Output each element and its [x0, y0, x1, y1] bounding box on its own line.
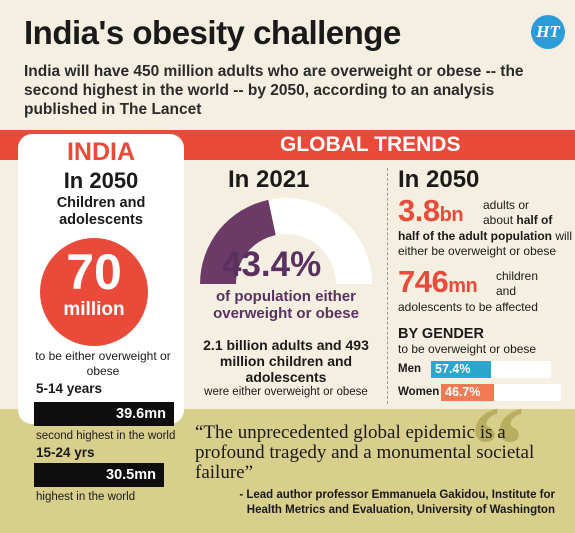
adults-2050-unit: bn [439, 204, 464, 226]
heading-2021: In 2021 [228, 166, 310, 193]
stat-2021-note: were either overweight or obese [204, 386, 368, 398]
gender-heading: BY GENDER [398, 326, 484, 342]
gender-label-women: Women [398, 386, 440, 398]
children-2050-number: 746mn [398, 264, 478, 300]
gender-label-men: Men [398, 363, 421, 375]
adults-2050-text-4: either be overweight or obese [398, 244, 557, 258]
children-2050-text-2: and [496, 284, 517, 298]
adults-2050-text-1: adults or [483, 198, 530, 212]
adults-2050-text-line: about half of [483, 213, 573, 228]
india-group: Children and adolescents [56, 195, 146, 228]
india-year: In 2050 [63, 168, 139, 193]
adults-2050-text-bold-1: half of [516, 213, 553, 227]
percent-2021-caption: of population either overweight or obese [213, 288, 359, 322]
stat-2021: 2.1 billion adults and 493 million child… [203, 337, 369, 385]
page-subtitle: India will have 450 million adults who a… [24, 63, 524, 118]
age-group-note-1: second highest in the world [36, 430, 176, 442]
adults-2050-number: 3.8bn [398, 193, 464, 229]
population-gauge [200, 198, 372, 284]
children-2050-unit: mn [448, 275, 478, 297]
gender-subheading: to be overweight or obese [398, 342, 537, 356]
heading-2050: In 2050 [398, 166, 480, 193]
adults-2050-text-bold: half of the adult population [398, 229, 552, 243]
gender-bar-men: 57.4% [431, 361, 491, 378]
children-2050-text-1: children [496, 269, 539, 283]
adults-2050-text-3: will [555, 229, 572, 243]
india-big-number: 70 [66, 244, 122, 300]
gender-bar-women: 46.7% [441, 384, 495, 401]
quote-attribution: - Lead author professor Emmanuela Gakido… [239, 489, 555, 516]
india-big-unit: million [63, 299, 125, 320]
ht-logo-icon: HT [531, 15, 565, 49]
age-group-value-2: 30.5mn [34, 463, 164, 487]
india-caption: to be either overweight or obese [35, 349, 171, 378]
quote-text: “The unprecedented global epidemic is a … [195, 422, 535, 483]
gender-track-women: 46.7% [441, 384, 561, 401]
age-group-label-1: 5-14 years [36, 381, 103, 396]
percent-2021: 43.4% [222, 245, 322, 284]
india-title: INDIA [66, 138, 136, 166]
children-2050-value: 746 [398, 264, 449, 299]
india-circle [40, 238, 148, 346]
page-title: India's obesity challenge [24, 14, 401, 51]
quote-mark-icon: “ [470, 384, 525, 506]
global-trends-label: GLOBAL TRENDS [280, 133, 461, 156]
age-group-label-2: 15-24 yrs [36, 445, 95, 460]
age-group-value-1: 39.6mn [34, 402, 174, 426]
column-divider [387, 168, 388, 404]
adults-2050-text-line-2: half of the adult population will [398, 229, 573, 244]
adults-2050-value: 3.8 [398, 193, 440, 228]
children-2050-text-3: adolescents to be affected [398, 300, 538, 314]
gauge-fill [200, 199, 276, 284]
gender-track-men: 57.4% [431, 361, 551, 378]
adults-2050-text-2: about [483, 213, 514, 227]
age-group-note-2: highest in the world [36, 491, 136, 503]
